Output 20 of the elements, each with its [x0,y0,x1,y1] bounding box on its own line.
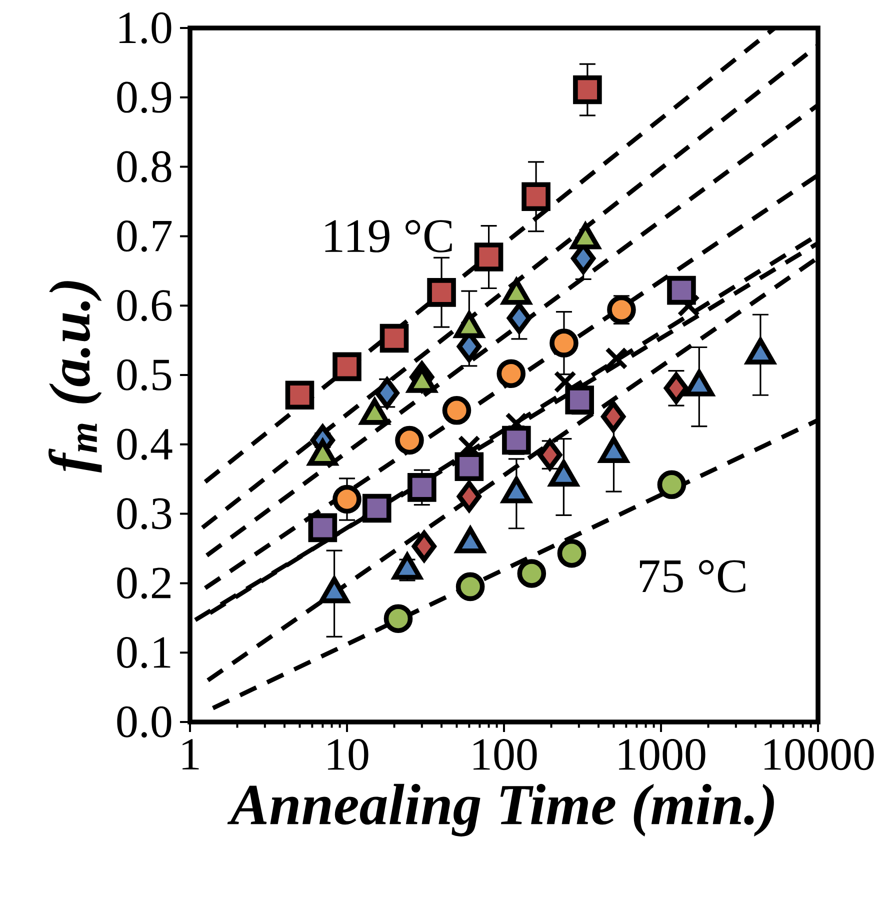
x-axis-title: Annealing Time (min.) [227,784,774,836]
y-tick-label: 0.4 [117,428,172,460]
y-tick-label: 0.2 [117,568,170,599]
annotation: 119 °C [325,220,452,252]
y-tick-label: 1.0 [119,12,172,44]
y-tick-label: 0.5 [117,359,172,391]
y-tick-label: 0.8 [117,151,172,182]
y-tick-label: 0.0 [117,706,172,738]
x-tick-label: 10 [328,739,368,770]
x-tick-label: 100 [474,739,537,770]
y-axis-title: f$_{m}$ (a.u.) [48,281,102,473]
y-tick-label: 0.3 [117,498,172,530]
x-tick-label: 1000 [619,739,706,770]
x-tick-label: 10000 [764,739,874,770]
y-tick-label: 0.7 [117,220,172,252]
y-tick-label: 0.9 [117,82,172,114]
x-tick-label: 1 [182,739,199,770]
y-tick-label: 0.6 [117,290,172,322]
annotation: 75 °C [640,560,746,592]
y-tick-label: 0.1 [117,636,170,668]
